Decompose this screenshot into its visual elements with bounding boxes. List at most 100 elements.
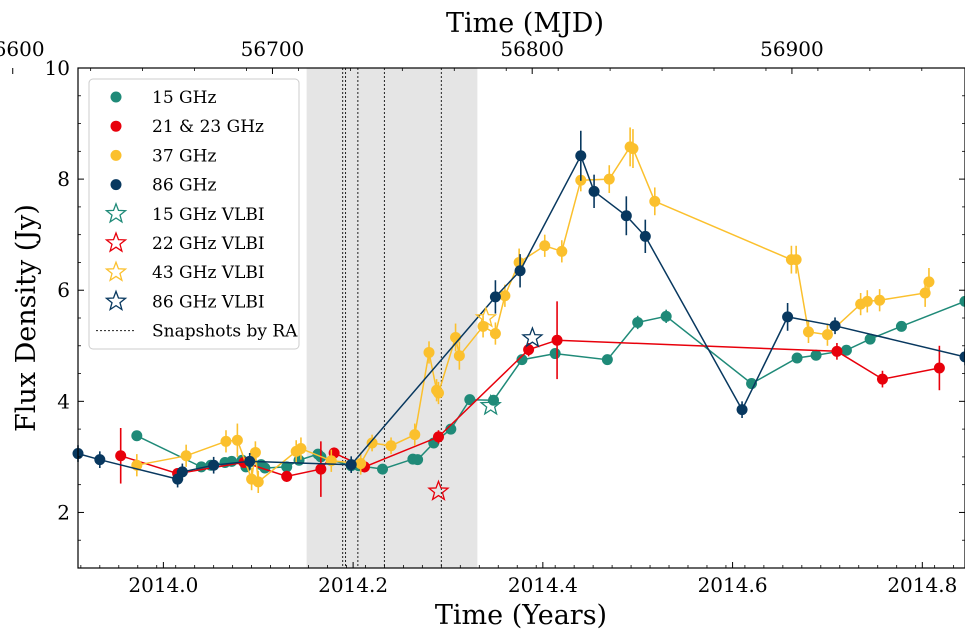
data-point	[523, 344, 535, 356]
data-point	[660, 310, 672, 322]
data-point	[923, 276, 935, 288]
data-point	[231, 434, 243, 446]
data-point	[516, 354, 528, 366]
data-point-star	[521, 326, 544, 348]
x-tick-label: 2014.8	[887, 573, 957, 597]
data-point	[115, 450, 127, 462]
data-point	[802, 326, 814, 338]
data-point	[423, 346, 435, 358]
data-point	[919, 287, 931, 299]
tick-layer: 2014.0 2014.2 2014.4 2014.6 2014.8 2 4 6 8 105660…	[0, 37, 965, 597]
y-tick-label: 4	[57, 389, 70, 413]
data-point	[499, 290, 511, 302]
snapshot-lines-layer	[342, 68, 442, 568]
data-point	[874, 294, 886, 306]
data-point	[601, 354, 613, 366]
x2-axis-title: Time (MJD)	[446, 8, 604, 39]
legend-label: 43 GHz VLBI	[152, 263, 265, 283]
data-point	[464, 394, 476, 406]
shaded-region	[306, 68, 478, 568]
data-point	[603, 173, 615, 185]
x2-tick-label: 56600	[0, 37, 45, 61]
series-5	[427, 479, 450, 501]
data-point	[131, 430, 143, 442]
data-point	[861, 295, 873, 307]
x2-tick-label: 56900	[760, 37, 824, 61]
data-point	[840, 344, 852, 356]
data-point	[445, 423, 457, 435]
data-point	[355, 458, 367, 470]
shaded-region-layer	[306, 68, 478, 568]
data-point	[450, 331, 462, 343]
data-point	[385, 440, 397, 452]
legend-marker-star	[104, 260, 128, 282]
series-layer	[72, 127, 965, 501]
data-point	[180, 450, 192, 462]
legend-marker	[110, 179, 122, 191]
legend-marker-star	[104, 201, 128, 224]
data-point	[632, 316, 644, 328]
legend-box	[88, 78, 300, 350]
data-point	[94, 454, 106, 466]
data-point	[649, 195, 661, 207]
data-point	[220, 435, 232, 447]
series-4	[479, 393, 502, 416]
data-point	[489, 328, 501, 340]
data-point	[876, 373, 888, 385]
data-point	[295, 443, 307, 455]
data-point	[208, 459, 220, 471]
legend-label: 15 GHz	[152, 88, 216, 108]
data-point	[829, 320, 841, 332]
data-point	[281, 470, 293, 482]
series-3	[72, 130, 965, 488]
data-point	[575, 150, 587, 162]
data-point	[821, 329, 833, 341]
data-point	[639, 230, 651, 242]
y-tick-label: 8	[57, 167, 70, 191]
x-tick-label: 2014.0	[128, 573, 198, 597]
data-point-star	[474, 306, 498, 328]
legend-label: 86 GHz	[152, 176, 216, 196]
data-point	[790, 254, 802, 266]
data-point	[831, 345, 843, 357]
legend-label: 21 & 23 GHz	[152, 117, 264, 137]
legend-marker	[110, 120, 122, 132]
x2-tick-label: 56700	[241, 37, 305, 61]
legend-label: 22 GHz VLBI	[152, 234, 265, 254]
data-point	[782, 311, 794, 323]
data-point	[281, 461, 293, 473]
legend-marker	[110, 149, 122, 161]
x-tick-label: 2014.6	[698, 573, 768, 597]
data-point	[539, 240, 551, 252]
x-tick-label: 2014.2	[318, 573, 388, 597]
data-point	[252, 476, 264, 488]
data-point	[249, 446, 261, 458]
data-point	[345, 459, 357, 471]
x-tick-label: 2014.4	[508, 573, 578, 597]
legend: 15 GHz 21 & 23 GHz 37 GHz 86 GHz 15 GHz VLBI…	[88, 78, 300, 350]
data-point	[895, 320, 907, 332]
data-point	[627, 143, 639, 155]
data-point	[176, 466, 188, 478]
data-point	[864, 333, 876, 345]
data-point	[432, 431, 444, 443]
data-point	[551, 334, 563, 346]
data-point	[453, 350, 465, 362]
data-point	[959, 351, 965, 363]
data-point-star	[427, 479, 450, 501]
legend-label: 15 GHz VLBI	[152, 205, 265, 225]
series-6	[474, 306, 498, 328]
data-point	[315, 463, 327, 475]
data-point	[588, 185, 600, 197]
data-point	[409, 429, 421, 441]
y-tick-label: 2	[57, 500, 70, 524]
data-point	[556, 245, 568, 257]
y-tick-label: 10	[45, 56, 70, 80]
data-point-star	[479, 393, 502, 416]
data-point	[810, 349, 822, 361]
data-point	[244, 455, 256, 467]
x-axis-title: Time (Years)	[435, 600, 607, 631]
data-point	[489, 291, 501, 303]
data-point	[412, 454, 424, 466]
